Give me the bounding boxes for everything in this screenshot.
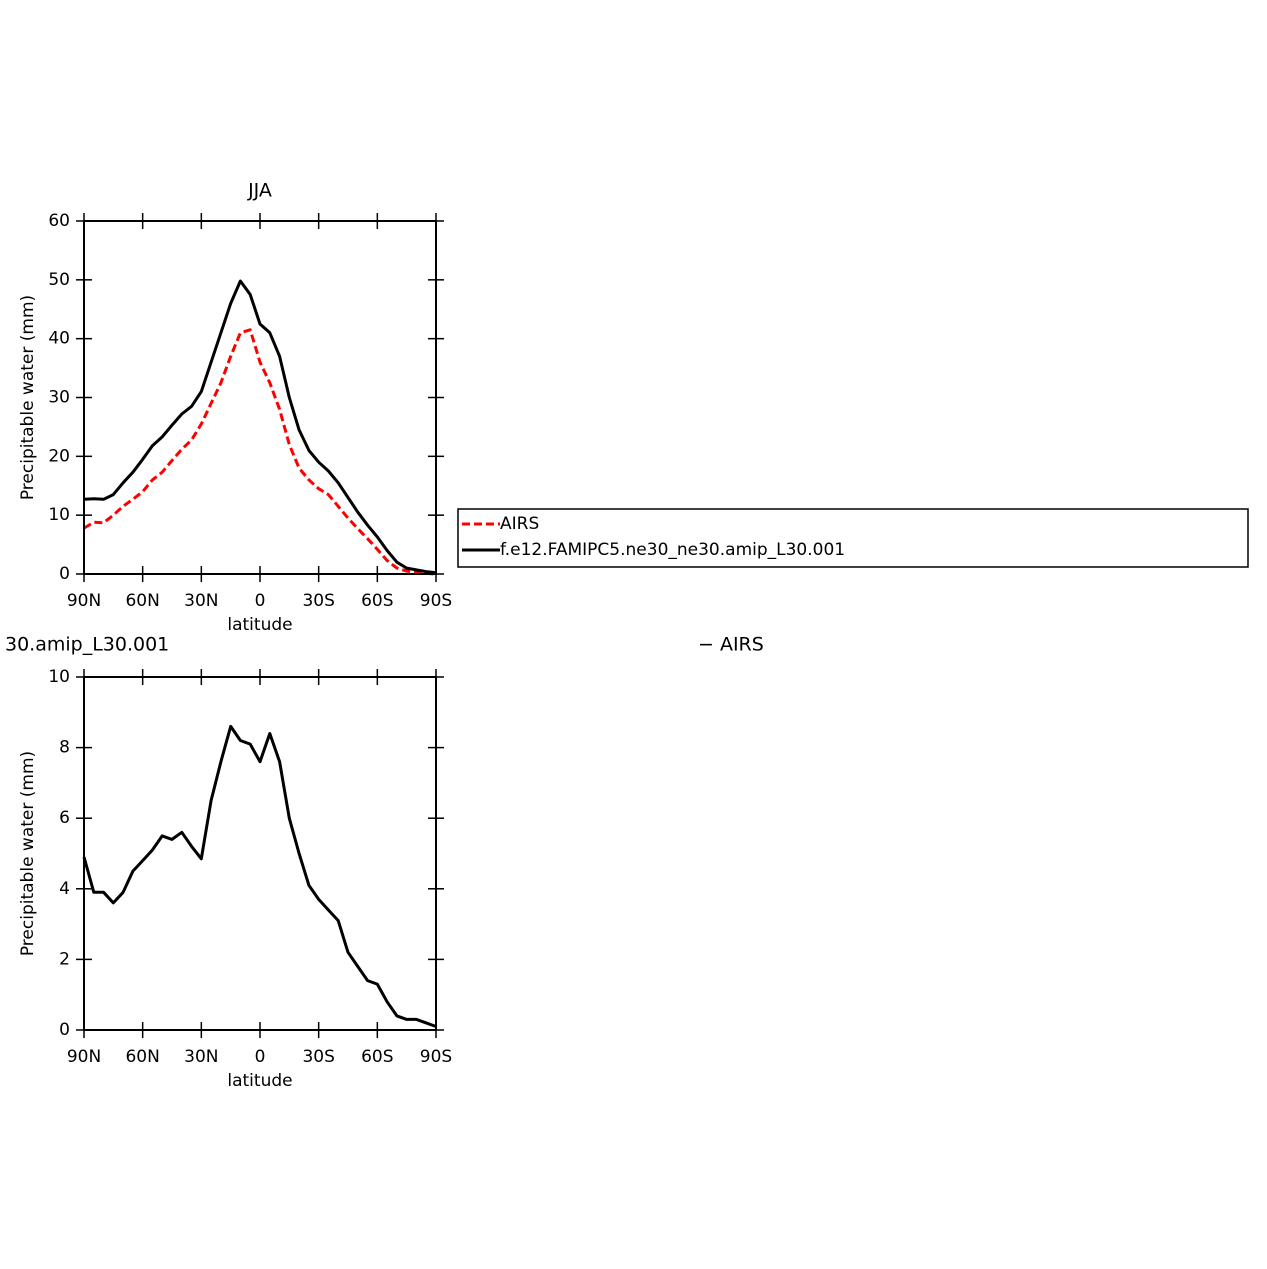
x-tick-label: 90N: [67, 591, 101, 611]
x-tick-label: 60N: [125, 1047, 159, 1067]
x-tick-label: 90S: [420, 591, 452, 611]
y-tick-label: 8: [59, 738, 70, 758]
plot-frame: [83, 676, 437, 1031]
y-tick-label: 10: [48, 505, 70, 525]
y-tick-label: 2: [59, 949, 70, 969]
y-tick-label: 60: [48, 211, 70, 231]
x-tick-label: 60S: [361, 591, 393, 611]
y-tick-label: 0: [59, 1020, 70, 1040]
y-tick-label: 10: [48, 667, 70, 687]
data-line: [82, 724, 437, 1028]
legend-label: AIRS: [500, 514, 539, 534]
x-tick-label: 30S: [302, 591, 334, 611]
y-axis-label: Precipitable water (mm): [18, 751, 38, 956]
y-tick-label: 6: [59, 808, 70, 828]
x-tick-label: 30S: [302, 1047, 334, 1067]
y-tick-label: 0: [59, 564, 70, 584]
x-axis-label: latitude: [227, 615, 292, 635]
x-tick-label: 90N: [67, 1047, 101, 1067]
data-line: [83, 328, 437, 576]
x-axis-label: latitude: [227, 1071, 292, 1091]
y-tick-label: 40: [48, 329, 70, 349]
y-tick-label: 30: [48, 388, 70, 408]
x-tick-label: 30N: [184, 1047, 218, 1067]
y-tick-label: 20: [48, 446, 70, 466]
x-tick-label: 30N: [184, 591, 218, 611]
y-axis-label: Precipitable water (mm): [18, 295, 38, 500]
y-tick-label: 50: [48, 270, 70, 290]
x-tick-label: 0: [255, 591, 266, 611]
chart-title: 30.amip_L30.001: [5, 634, 169, 656]
legend-box: [457, 508, 1249, 568]
x-tick-label: 0: [255, 1047, 266, 1067]
y-tick-label: 4: [59, 879, 70, 899]
chart-title: − AIRS: [698, 634, 764, 656]
chart-title: JJA: [247, 180, 272, 202]
x-tick-label: 60N: [125, 591, 159, 611]
plot-frame: [83, 220, 437, 575]
legend-label: f.e12.FAMIPC5.ne30_ne30.amip_L30.001: [500, 540, 845, 560]
x-tick-label: 60S: [361, 1047, 393, 1067]
x-tick-label: 90S: [420, 1047, 452, 1067]
data-line: [83, 279, 437, 575]
